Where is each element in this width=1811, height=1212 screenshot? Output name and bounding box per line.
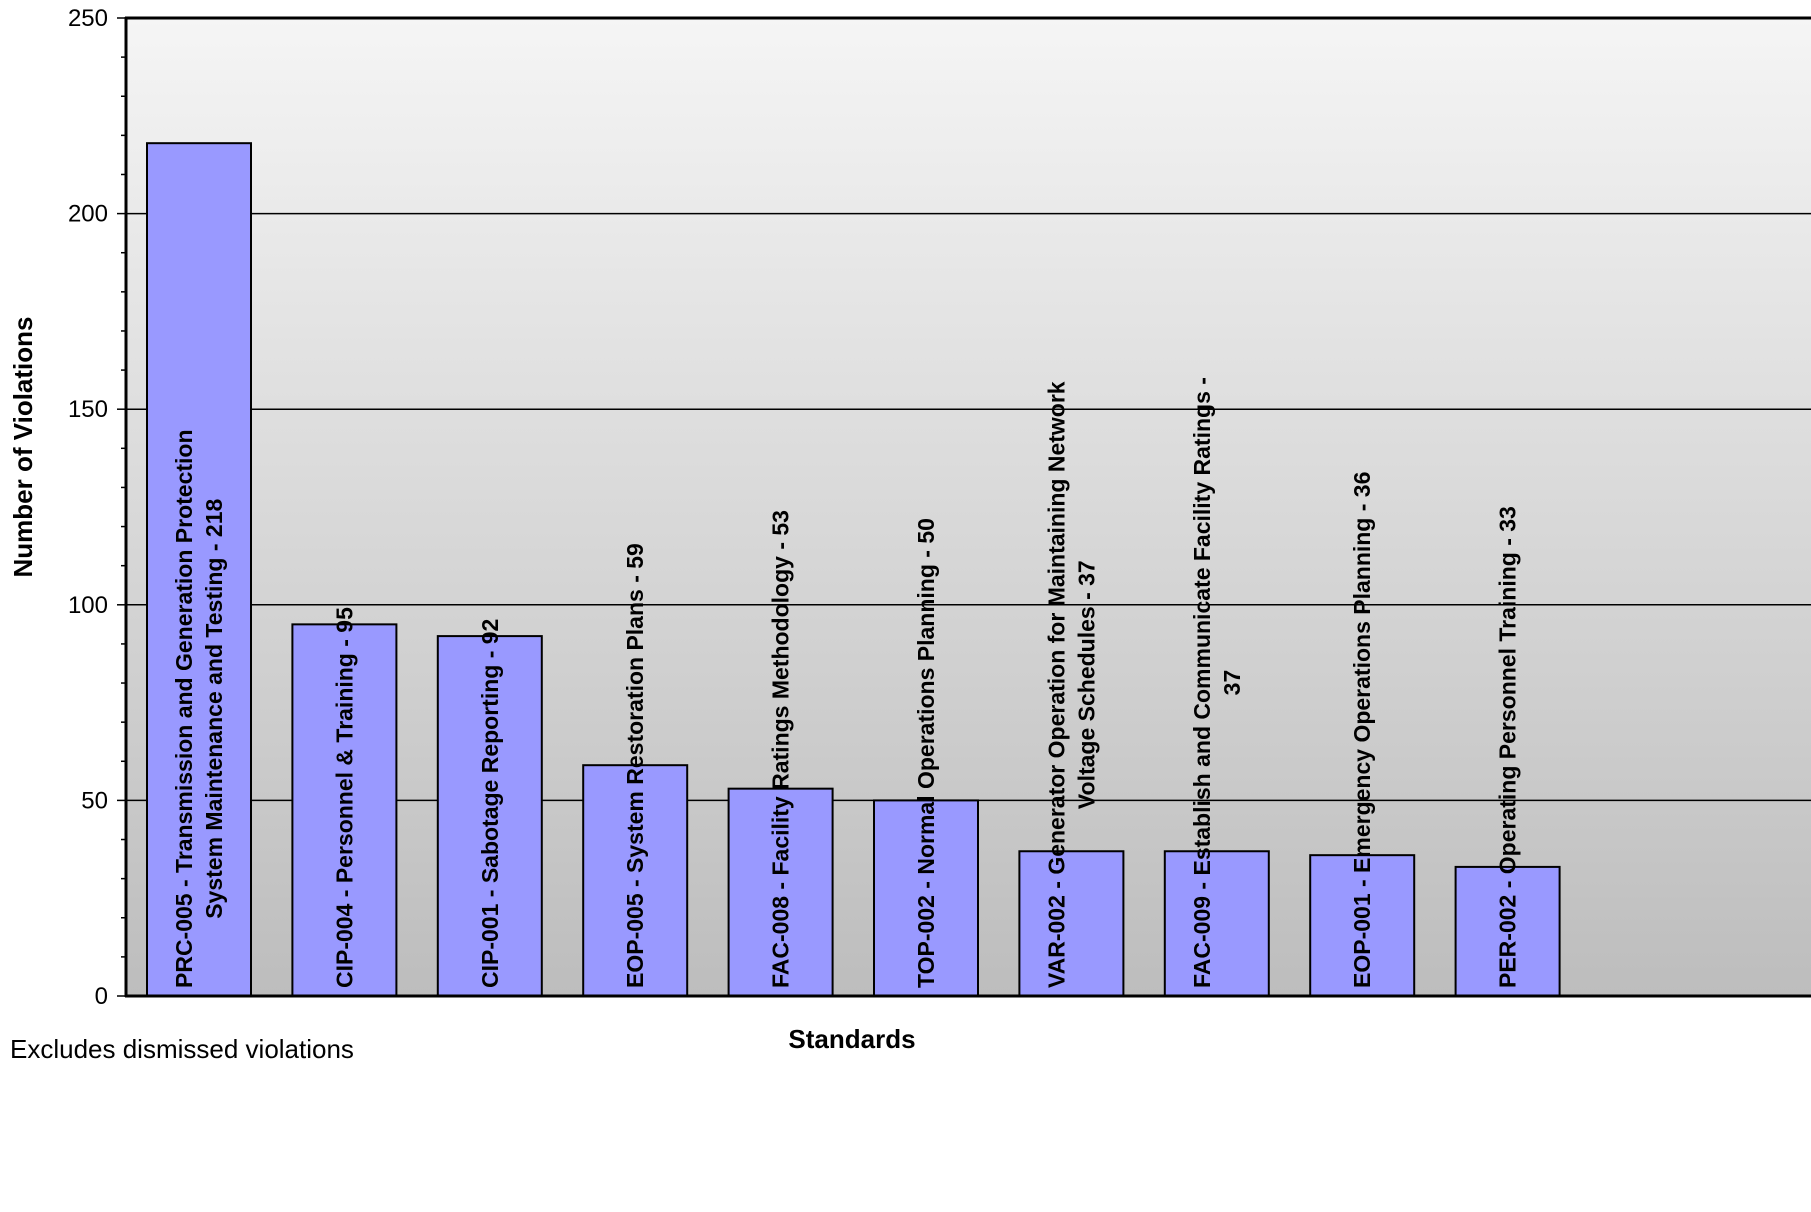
- bar-label: TOP-002 - Normal Operations Planning - 5…: [913, 518, 939, 988]
- bar: [436, 635, 543, 997]
- bar-label: CIP-001 - Sabotage Reporting - 92: [477, 619, 503, 988]
- y-tick-label: 50: [81, 787, 108, 814]
- bar-label-line: CIP-004 - Personnel & Training - 95: [331, 607, 357, 988]
- bar-label: FAC-008 - Facility Ratings Methodology -…: [768, 510, 794, 988]
- bar: [146, 142, 252, 997]
- footnote: Excludes dismissed violations: [10, 1034, 354, 1064]
- axes: [117, 16, 1811, 998]
- bar-label-line: EOP-001 - Emergency Operations Planning …: [1349, 472, 1375, 988]
- bar-label-line: 37: [1219, 670, 1245, 696]
- bar-labels: PRC-005 - Transmission and Generation Pr…: [171, 377, 1521, 988]
- y-tick-label: 0: [95, 983, 108, 1010]
- bar-label-line: EOP-005 - System Restoration Plans - 59: [622, 543, 648, 988]
- bar-label-line: TOP-002 - Normal Operations Planning - 5…: [913, 518, 939, 988]
- bar-label-line: Voltage Schedules - 37: [1073, 560, 1099, 809]
- bar: [1018, 850, 1125, 997]
- bar-label: EOP-001 - Emergency Operations Planning …: [1349, 472, 1375, 988]
- bar-label-line: FAC-009 - Establish and Communicate Faci…: [1189, 377, 1215, 988]
- x-axis-title: Standards: [788, 1024, 915, 1054]
- gridlines: [126, 212, 1811, 802]
- bar-label: FAC-009 - Establish and Communicate Faci…: [1189, 377, 1245, 988]
- y-tick-label: 150: [68, 396, 108, 423]
- y-tick-label: 100: [68, 592, 108, 619]
- bar-label: PER-002 - Operating Personnel Training -…: [1495, 506, 1521, 988]
- bar: [873, 799, 979, 998]
- bar-label-line: FAC-008 - Facility Ratings Methodology -…: [768, 510, 794, 988]
- bar-label: EOP-005 - System Restoration Plans - 59: [622, 543, 648, 988]
- bar-label-line: PRC-005 - Transmission and Generation Pr…: [171, 429, 197, 988]
- bars: [146, 142, 1561, 998]
- bar-label: VAR-002 - Generator Operation for Mainta…: [1043, 381, 1099, 988]
- bar-label: CIP-004 - Personnel & Training - 95: [331, 607, 357, 988]
- y-tick-label: 200: [68, 201, 108, 228]
- bar-label-line: CIP-001 - Sabotage Reporting - 92: [477, 619, 503, 988]
- bar-label: PRC-005 - Transmission and Generation Pr…: [171, 429, 227, 988]
- bar: [1454, 865, 1561, 997]
- y-axis-title: Number of Violations: [8, 317, 38, 578]
- bar: [727, 787, 834, 997]
- bar: [582, 764, 689, 998]
- bar: [291, 623, 398, 997]
- y-tick-label: 250: [68, 5, 108, 32]
- bar-label-line: PER-002 - Operating Personnel Training -…: [1495, 506, 1521, 988]
- bar-label-line: System Maintenance and Testing - 218: [201, 498, 227, 918]
- bar: [1163, 850, 1270, 997]
- bar-label-line: VAR-002 - Generator Operation for Mainta…: [1043, 381, 1069, 988]
- y-tick-labels: 0 50 100 150 200 250: [68, 5, 108, 1010]
